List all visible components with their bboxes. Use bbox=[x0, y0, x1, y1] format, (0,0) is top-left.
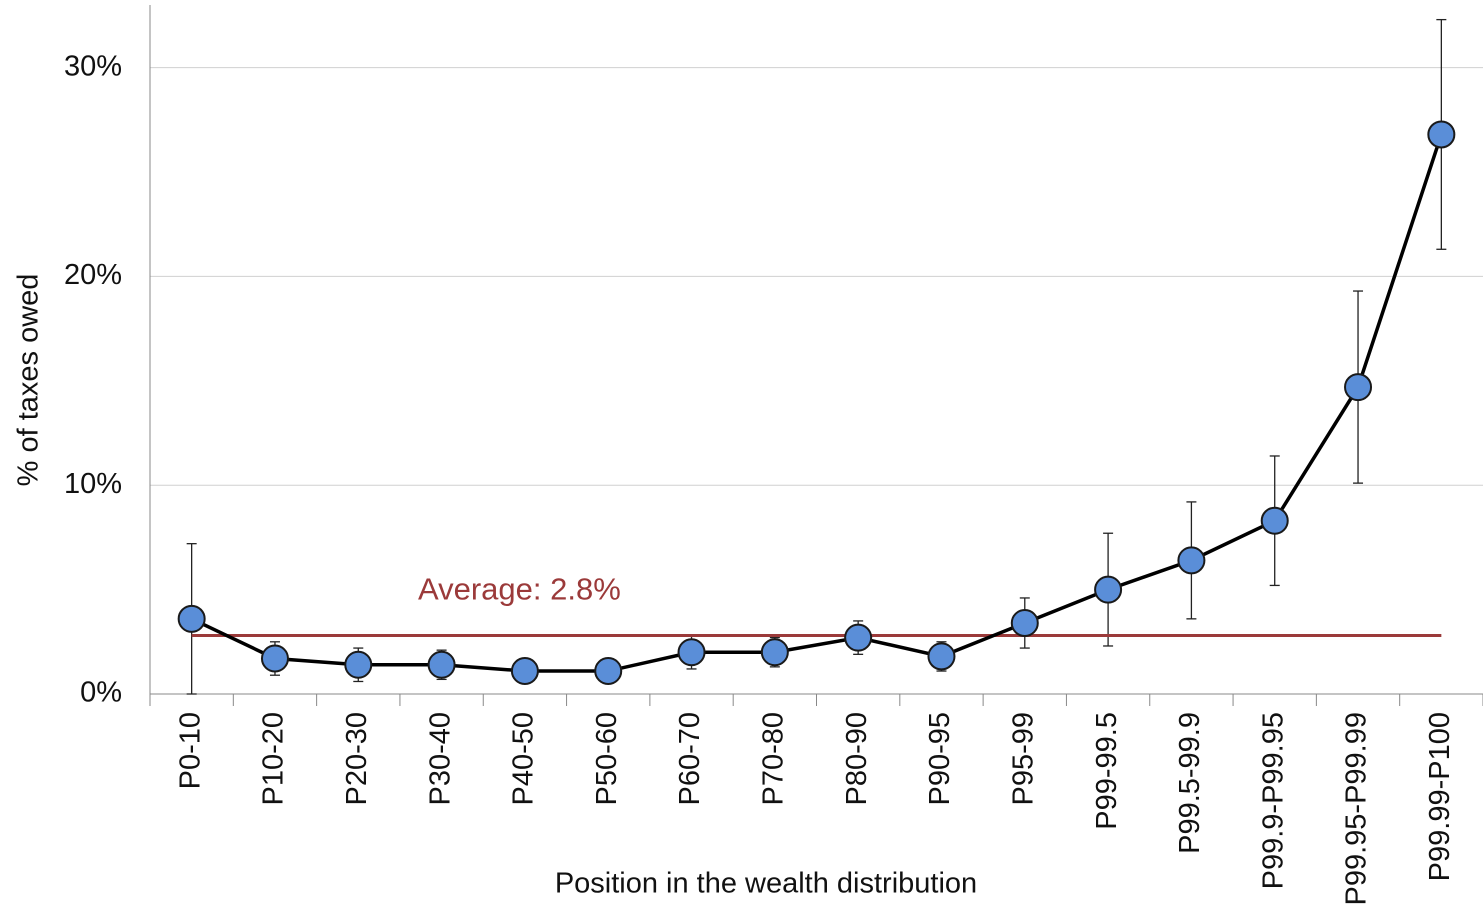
marker bbox=[677, 638, 706, 667]
marker bbox=[1010, 609, 1039, 638]
marker bbox=[510, 657, 539, 686]
marker bbox=[260, 644, 289, 673]
x-tick-label: P40-50 bbox=[508, 712, 540, 806]
x-axis-label: Position in the wealth distribution bbox=[555, 868, 977, 900]
marker bbox=[1094, 575, 1123, 604]
x-tick-label: P95-99 bbox=[1007, 712, 1039, 806]
x-tick-label: P99.9-P99.95 bbox=[1257, 712, 1289, 889]
x-tick-label: P70-80 bbox=[758, 712, 790, 806]
marker bbox=[1177, 546, 1206, 575]
average-label: Average: 2.8% bbox=[418, 572, 621, 607]
x-tick-label: P80-90 bbox=[841, 712, 873, 806]
marker bbox=[177, 604, 206, 633]
marker bbox=[844, 623, 873, 652]
x-tick-label: P99.99-P100 bbox=[1424, 712, 1456, 881]
x-tick-label: P50-60 bbox=[591, 712, 623, 806]
line bbox=[190, 133, 1444, 673]
marker bbox=[927, 642, 956, 671]
x-tick-label: P10-20 bbox=[258, 712, 290, 806]
y-tick-label: 30% bbox=[64, 50, 122, 82]
y-tick-label: 0% bbox=[80, 677, 122, 709]
x-tick-label: P20-30 bbox=[341, 712, 373, 806]
x-tick-label: P99.5-99.9 bbox=[1174, 712, 1206, 854]
marker bbox=[1260, 506, 1289, 535]
marker bbox=[427, 650, 456, 679]
marker bbox=[1427, 120, 1456, 149]
x-tick-label: P30-40 bbox=[424, 712, 456, 806]
x-tick-label: P90-95 bbox=[924, 712, 956, 806]
marker bbox=[1344, 373, 1373, 402]
x-tick-label: P99.95-P99.99 bbox=[1341, 712, 1373, 905]
marker bbox=[344, 650, 373, 679]
x-tick-label: P99-99.5 bbox=[1091, 712, 1123, 830]
marker bbox=[760, 638, 789, 667]
y-tick-label: 20% bbox=[64, 259, 122, 291]
y-axis-label: % of taxes owed bbox=[13, 274, 45, 487]
marker bbox=[594, 657, 623, 686]
x-tick-label: P60-70 bbox=[674, 712, 706, 806]
y-tick-label: 10% bbox=[64, 468, 122, 500]
x-tick-label: P0-10 bbox=[174, 712, 206, 789]
